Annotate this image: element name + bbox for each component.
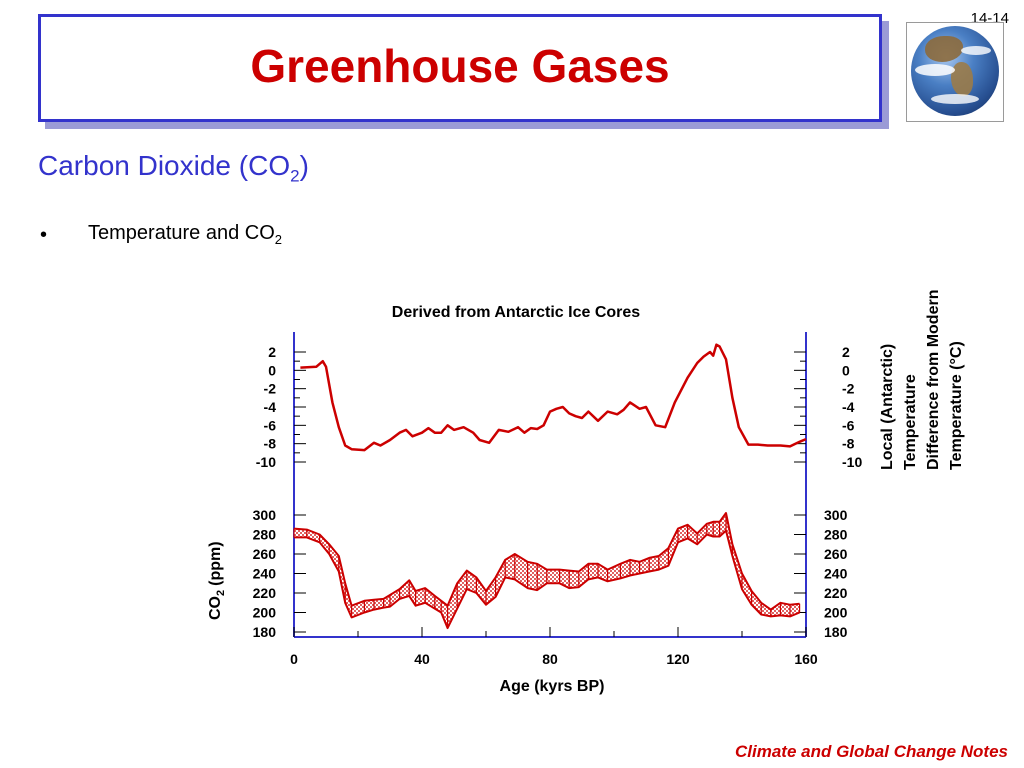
temp-tick-label-right: -8 <box>842 436 855 452</box>
x-tick-label: 80 <box>542 651 558 667</box>
co2-tick-label-right: 300 <box>824 507 848 523</box>
bullet-text: Temperature and CO <box>88 222 275 244</box>
co2-tick-label-left: 220 <box>253 585 277 601</box>
co2-axis-label-unit: (ppm) <box>207 541 224 585</box>
temp-tick-label-right: -2 <box>842 381 855 397</box>
temp-axis-label-line: Local (Antarctic) <box>879 344 896 470</box>
earth-globe-image <box>906 22 1004 122</box>
temp-axis-label: Local (Antarctic) Temperature Difference f… <box>879 290 965 470</box>
temp-tick-label-left: -10 <box>256 454 276 470</box>
earth-globe-icon <box>911 26 999 116</box>
chart-series <box>293 343 807 630</box>
temp-tick-label-right: 2 <box>842 344 850 360</box>
temp-tick-label-right: 0 <box>842 362 850 378</box>
x-tick-label: 160 <box>794 651 818 667</box>
temp-tick-label-right: -4 <box>842 399 855 415</box>
temp-tick-label-left: -4 <box>264 399 277 415</box>
subtitle-close: ) <box>299 150 309 181</box>
section-subtitle: Carbon Dioxide (CO2) <box>38 150 309 187</box>
x-tick-label: 40 <box>414 651 430 667</box>
x-axis-label: Age (kyrs BP) <box>500 678 605 695</box>
temp-axis-label-line: Difference from Modern <box>925 290 942 470</box>
subtitle-subscript: 2 <box>290 166 300 186</box>
slide-title: Greenhouse Gases <box>250 40 670 92</box>
x-tick-label: 120 <box>666 651 690 667</box>
x-tick-label: 0 <box>290 651 298 667</box>
co2-tick-label-right: 260 <box>824 546 848 562</box>
co2-tick-label-right: 220 <box>824 585 848 601</box>
co2-tick-label-left: 200 <box>253 605 277 621</box>
temp-axis-label-line: Temperature <box>902 374 919 470</box>
temp-tick-label-right: -6 <box>842 417 855 433</box>
bullet-item: Temperature and CO2 <box>88 222 282 247</box>
temp-tick-label-right: -10 <box>842 454 862 470</box>
co2-axis-label-text: CO <box>207 596 224 620</box>
co2-tick-label-right: 180 <box>824 624 848 640</box>
title-box: Greenhouse Gases <box>38 14 882 122</box>
co2-tick-label-left: 260 <box>253 546 277 562</box>
temp-tick-label-left: 2 <box>268 344 276 360</box>
temp-axis-label-line: Temperature (°C) <box>948 341 965 470</box>
co2-tick-label-left: 300 <box>253 507 277 523</box>
co2-tick-label-left: 180 <box>253 624 277 640</box>
bullet-subscript: 2 <box>274 232 282 247</box>
chart-title: Derived from Antarctic Ice Cores <box>392 304 640 321</box>
footer-note: Climate and Global Change Notes <box>735 742 1008 761</box>
co2-tick-label-right: 200 <box>824 605 848 621</box>
chart-axes <box>293 332 807 638</box>
temp-tick-label-left: -2 <box>264 381 277 397</box>
temp-tick-label-left: -8 <box>264 436 277 452</box>
temp-tick-label-left: 0 <box>268 362 276 378</box>
co2-axis-label: CO2 (ppm) <box>207 541 227 620</box>
co2-tick-label-left: 240 <box>253 566 277 582</box>
bullet-symbol: • <box>40 224 48 246</box>
co2-tick-label-right: 280 <box>824 527 848 543</box>
co2-tick-label-left: 280 <box>253 527 277 543</box>
co2-tick-label-right: 240 <box>824 566 848 582</box>
subtitle-text: Carbon Dioxide (CO <box>38 150 291 181</box>
temp-tick-label-left: -6 <box>264 417 277 433</box>
co2-axis-label-subscript: 2 <box>215 590 227 596</box>
temperature-series-line <box>300 343 807 452</box>
